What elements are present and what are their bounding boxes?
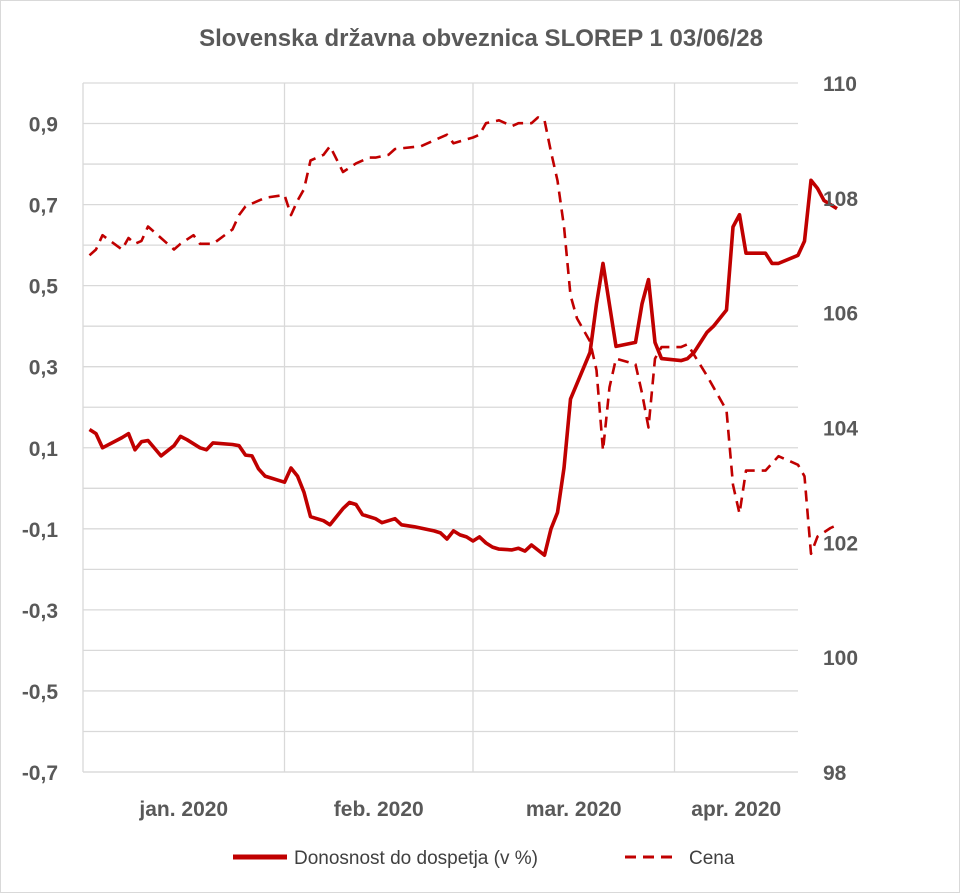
legend: Donosnost do dospetja (v %) Cena [233,848,735,869]
axis-layer: 0,9 0,7 0,5 0,3 0,1 -0,1 -0,3 -0,5 -0,7 110 108 106… [22,73,859,821]
x-tick-label: jan. 2020 [138,798,228,821]
y-left-tick-label: -0,3 [22,600,58,623]
y-right-tick-label: 104 [823,418,858,441]
x-tick-label: mar. 2020 [526,798,622,821]
x-tick-label: apr. 2020 [691,798,781,821]
y-right-tick-label: 98 [823,762,847,785]
y-left-tick-label: -0,1 [22,519,59,542]
legend-label-donosnost: Donosnost do dospetja (v %) [294,848,538,869]
y-right-tick-label: 108 [823,188,858,211]
y-left-tick-label: 0,1 [29,438,59,461]
grid-layer [82,82,798,773]
chart-title: Slovenska državna obveznica SLOREP 1 03/… [199,25,763,52]
x-tick-label: feb. 2020 [334,798,424,821]
y-right-tick-label: 106 [823,303,858,326]
legend-label-cena: Cena [689,848,735,869]
y-left-tick-label: 0,7 [29,195,58,218]
series-layer [88,116,838,558]
y-left-tick-label: 0,3 [29,357,58,380]
y-left-tick-label: -0,5 [22,681,59,704]
y-right-tick-label: 102 [823,532,858,555]
y-left-tick-label: 0,5 [29,276,59,299]
series-line-donosnost [88,178,838,558]
y-left-tick-label: -0,7 [22,762,58,785]
y-left-tick-label: 0,9 [29,114,58,137]
y-right-tick-label: 110 [823,73,857,96]
y-right-tick-label: 100 [823,647,858,670]
series-line-cena [88,116,838,556]
